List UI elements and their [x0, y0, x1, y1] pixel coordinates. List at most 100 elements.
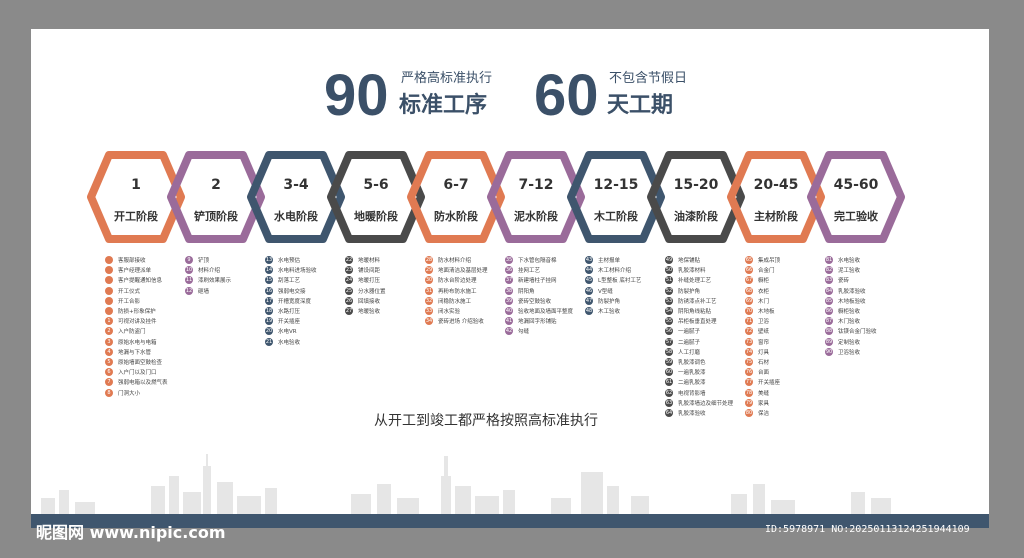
list-item: 客服部接收 [105, 255, 185, 265]
step-label: 一遍腻子 [678, 329, 701, 336]
step-label: 强弱电箱以及燃气表 [118, 380, 168, 387]
list-item: 客户经理派单 [105, 265, 185, 275]
tagline: 从开工到竣工都严格按照高标准执行 [374, 413, 598, 429]
step-label: 地面清洁及基层处理 [438, 268, 488, 275]
list-item: 55 吊柜板垂直处理 [665, 316, 745, 326]
list-item: 59 乳胶漆调色 [665, 357, 745, 367]
stage-hexagon [167, 151, 265, 243]
step-label: 地暖材料 [358, 258, 381, 265]
step-number-badge: 8 [105, 388, 113, 397]
step-label: 防裂护角 [598, 298, 621, 305]
list-item: 30 防水台阶边处理 [425, 275, 505, 285]
step-label: 合金门 [758, 268, 775, 275]
step-label: 橱柜验收 [838, 309, 861, 316]
step-number-badge: 73 [745, 337, 753, 346]
list-item: 52 防裂护角 [665, 286, 745, 296]
step-label: 开工仪式 [118, 288, 141, 295]
step-label: 吊柜板垂直处理 [678, 319, 717, 326]
step-number-badge: 37 [505, 276, 513, 285]
step-label: 下水管包隔音棉 [518, 258, 557, 265]
step-label: 闭稳防水施工 [438, 298, 472, 305]
step-number-badge: 34 [425, 317, 433, 326]
step-number-badge: 13 [265, 256, 273, 265]
step-label: 瓷砖进场 介绍验收 [438, 319, 484, 326]
list-item: 24 地暖打压 [345, 275, 425, 285]
step-label: 木门 [758, 298, 770, 305]
list-item: 71 卫浴 [745, 316, 825, 326]
step-number-badge: 69 [745, 296, 753, 305]
list-item: 77 开关插座 [745, 377, 825, 387]
step-label: 乳胶漆墙边及细节处理 [678, 400, 734, 407]
step-number-badge: 76 [745, 368, 753, 377]
step-label: 水电料进场验收 [278, 268, 317, 275]
list-item: 81 水电验收 [825, 255, 905, 265]
step-label: 电视背影墙 [678, 390, 706, 397]
list-item: 32 闭稳防水施工 [425, 296, 505, 306]
step-label: 石材 [758, 359, 770, 366]
list-item: 2 入户防盗门 [105, 326, 185, 336]
step-number-badge: 32 [425, 296, 433, 305]
list-item: 16 强弱电交接 [265, 286, 345, 296]
list-item: 54 阴阳角线粘贴 [665, 306, 745, 316]
list-item: 17 开槽宽度深度 [265, 296, 345, 306]
list-item: 31 再粉布防水施工 [425, 286, 505, 296]
step-number-badge: 78 [745, 388, 753, 397]
list-item: 87 木门验收 [825, 316, 905, 326]
stage-hexagons: 1 开工阶段 2 铲顶阶段 3-4 水电阶段 5-6 地暖阶段 6-7 防水阶段 7-12 泥水阶段 1… [87, 151, 905, 243]
list-item: 14 水电料进场验收 [265, 265, 345, 275]
step-number-badge: 3 [105, 337, 113, 346]
step-label: 回填接收 [358, 298, 381, 305]
list-item: 22 地暖材料 [345, 255, 425, 265]
step-label: 水电验收 [838, 258, 861, 265]
list-item: 13 水电预估 [265, 255, 345, 265]
step-label: 刮落工艺 [278, 278, 301, 285]
step-label: 补缝处理工艺 [678, 278, 712, 285]
list-item: 28 防水材料介绍 [425, 255, 505, 265]
stage-hexagon [87, 151, 185, 243]
stage-step-list: 35 下水管包隔音棉 36 挂网工艺 37 新建墙柱子挂网 38 阴阳角 39 瓷砖空鼓验收 40 验… [505, 255, 585, 337]
step-number-badge: 40 [505, 307, 513, 316]
list-item: 3 原始水电与电箱 [105, 337, 185, 347]
step-number-badge: 38 [505, 286, 513, 295]
watermark-id: ID:5978971 NO:20250113124251944109 [765, 524, 970, 535]
step-label: 定制验收 [838, 339, 861, 346]
stage-number: 3-4 [283, 177, 309, 193]
step-label: 材料介绍 [198, 268, 221, 275]
step-label: 台面 [758, 370, 770, 377]
list-item: 15 刮落工艺 [265, 275, 345, 285]
step-number-badge: 63 [665, 398, 673, 407]
step-label: 新建墙柱子挂网 [518, 278, 557, 285]
step-number-badge: 14 [265, 266, 273, 275]
list-item: 48 木工验收 [585, 306, 665, 316]
step-number-badge: 15 [265, 276, 273, 285]
stage-name: 木工阶段 [593, 209, 638, 223]
step-label: 阴阳角线粘贴 [678, 309, 712, 316]
list-item: 44 木工材料介绍 [585, 265, 665, 275]
days-90: 90 [324, 63, 389, 128]
step-label: 原始水电与电箱 [118, 339, 157, 346]
list-item: 53 防锈漆点补工艺 [665, 296, 745, 306]
step-number-badge: 74 [745, 347, 753, 356]
step-number-badge: 49 [665, 256, 673, 265]
step-number-badge: 44 [585, 266, 593, 275]
stage-number: 7-12 [518, 177, 553, 193]
step-number-badge: 26 [345, 296, 353, 305]
list-item: 41 地漏回字形铺贴 [505, 316, 585, 326]
step-number-badge: 55 [665, 317, 673, 326]
stage-hexagon [327, 151, 425, 243]
step-number-badge: 53 [665, 296, 673, 305]
list-item: 72 壁纸 [745, 326, 825, 336]
stage-number: 45-60 [834, 177, 879, 193]
step-number-badge: 88 [825, 327, 833, 336]
step-number-badge: 66 [745, 266, 753, 275]
stage-hexagon [647, 151, 745, 243]
list-item: 21 水电验收 [265, 337, 345, 347]
list-item: 9 铲顶 [185, 255, 265, 265]
step-label: 分水器位置 [358, 288, 386, 295]
step-number-badge: 33 [425, 307, 433, 316]
step-number-badge: 50 [665, 266, 673, 275]
list-item: 76 台面 [745, 367, 825, 377]
step-number-badge: 7 [105, 378, 113, 387]
list-item: 39 瓷砖空鼓验收 [505, 296, 585, 306]
step-label: 木门验收 [838, 319, 861, 326]
